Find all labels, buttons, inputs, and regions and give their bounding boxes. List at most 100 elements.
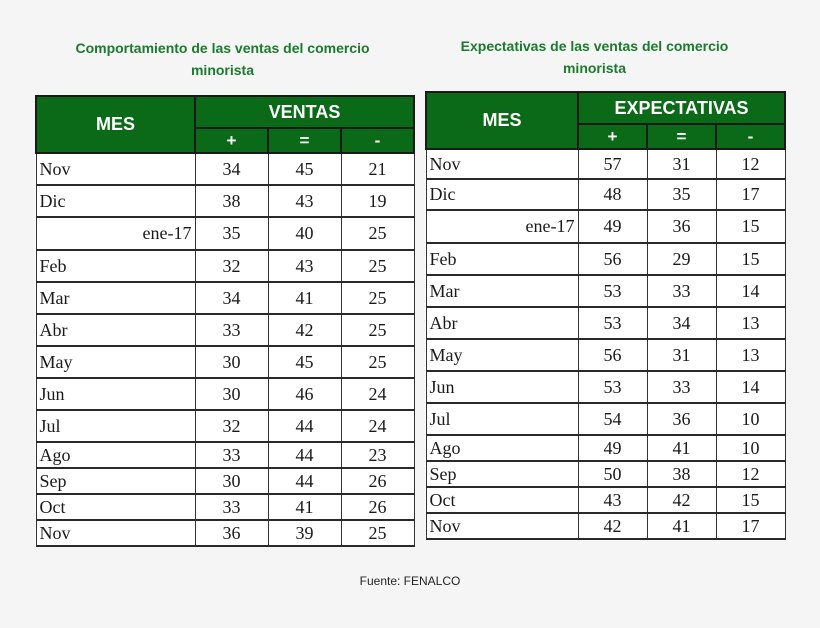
month-cell: Mar <box>35 282 196 315</box>
minus-value-cell: 17 <box>715 178 786 211</box>
source-footer: Fuente: FENALCO <box>359 574 461 588</box>
month-cell: Oct <box>35 494 196 521</box>
plus-value-cell: 53 <box>577 306 648 340</box>
minus-value-cell: 24 <box>340 377 415 411</box>
table-row: Nov 34 45 21 <box>35 152 415 186</box>
equal-value-cell: 46 <box>267 377 342 411</box>
month-cell: Nov <box>425 149 579 180</box>
month-cell: May <box>35 346 196 379</box>
month-cell: Jun <box>425 371 579 404</box>
table-row: Abr 53 34 13 <box>425 306 786 340</box>
plus-value-cell: 33 <box>194 313 269 347</box>
table-row: Mar 53 33 14 <box>425 274 786 308</box>
plus-value-cell: 56 <box>577 242 648 276</box>
equal-value-cell: 41 <box>267 493 342 521</box>
equal-value-cell: 44 <box>267 409 342 443</box>
month-cell: Mar <box>425 275 579 308</box>
minus-value-cell: 15 <box>715 486 786 514</box>
plus-value-cell: 33 <box>194 441 269 469</box>
equal-value-cell: 44 <box>267 467 342 495</box>
table-row: Feb 56 29 15 <box>425 242 786 276</box>
table-row: Sep 30 44 26 <box>35 467 415 495</box>
ventas-table: MES VENTAS + = - Nov 34 45 21 Dic 38 43 19 ene-1… <box>35 95 415 547</box>
minus-value-cell: 15 <box>715 209 786 244</box>
minus-value-cell: 25 <box>340 281 415 315</box>
minus-value-cell: 15 <box>715 242 786 276</box>
minus-value-cell: 25 <box>340 249 415 283</box>
plus-value-cell: 57 <box>577 148 648 180</box>
equal-value-cell: 36 <box>646 209 717 244</box>
ventas-header: VENTAS <box>194 95 415 129</box>
plus-value-cell: 49 <box>577 434 648 462</box>
table-row: Dic 48 35 17 <box>425 178 786 211</box>
equal-header: = <box>646 123 717 150</box>
plus-value-cell: 38 <box>194 184 269 218</box>
plus-value-cell: 30 <box>194 467 269 495</box>
plus-value-cell: 50 <box>577 460 648 488</box>
minus-value-cell: 25 <box>340 216 415 251</box>
minus-value-cell: 12 <box>715 148 786 180</box>
plus-header: + <box>577 123 648 150</box>
plus-value-cell: 43 <box>577 486 648 514</box>
table-row: Nov 57 31 12 <box>425 148 786 180</box>
plus-value-cell: 30 <box>194 345 269 379</box>
minus-value-cell: 19 <box>340 184 415 218</box>
plus-value-cell: 48 <box>577 178 648 211</box>
month-cell: Dic <box>425 179 579 211</box>
minus-value-cell: 10 <box>715 434 786 462</box>
month-cell: Feb <box>425 243 579 276</box>
plus-value-cell: 42 <box>577 512 648 540</box>
month-cell: Dic <box>35 185 196 218</box>
month-cell: Sep <box>425 461 579 488</box>
month-cell: Abr <box>35 314 196 347</box>
equal-value-cell: 43 <box>267 184 342 218</box>
month-cell: Nov <box>35 520 196 547</box>
equal-value-cell: 34 <box>646 306 717 340</box>
month-cell: Feb <box>35 250 196 283</box>
minus-value-cell: 24 <box>340 409 415 443</box>
equal-value-cell: 35 <box>646 178 717 211</box>
plus-header: + <box>194 127 269 154</box>
expectativas-header: EXPECTATIVAS <box>576 91 787 125</box>
equal-value-cell: 38 <box>646 460 717 488</box>
equal-value-cell: 33 <box>646 370 717 404</box>
month-cell: Sep <box>35 468 196 495</box>
expectativas-table: MES EXPECTATIVAS + = - Nov 57 31 12 Dic 48 35 1… <box>425 91 787 540</box>
table-row: ene-17 35 40 25 <box>35 216 415 251</box>
equal-value-cell: 36 <box>646 402 717 436</box>
month-cell: Jun <box>35 378 196 411</box>
month-cell: ene-17 <box>425 210 579 244</box>
table-row: Ago 49 41 10 <box>425 434 786 462</box>
equal-header: = <box>267 127 342 154</box>
equal-value-cell: 45 <box>267 345 342 379</box>
minus-value-cell: 26 <box>340 467 415 495</box>
minus-value-cell: 14 <box>715 370 786 404</box>
month-cell: Oct <box>425 487 579 514</box>
equal-value-cell: 40 <box>267 216 342 251</box>
table-row: Abr 33 42 25 <box>35 313 415 347</box>
minus-value-cell: 13 <box>715 306 786 340</box>
plus-value-cell: 30 <box>194 377 269 411</box>
month-cell: Jul <box>35 410 196 443</box>
table-row: Oct 43 42 15 <box>425 486 786 514</box>
table-row: Jun 30 46 24 <box>35 377 415 411</box>
equal-value-cell: 42 <box>646 486 717 514</box>
table-row: Dic 38 43 19 <box>35 184 415 218</box>
equal-value-cell: 31 <box>646 148 717 180</box>
mes-header: MES <box>425 91 579 150</box>
table-row: Jul 54 36 10 <box>425 402 786 436</box>
equal-value-cell: 43 <box>267 249 342 283</box>
equal-value-cell: 45 <box>267 152 342 186</box>
equal-value-cell: 33 <box>646 274 717 308</box>
month-cell: Nov <box>35 153 196 186</box>
table-row: Ago 33 44 23 <box>35 441 415 469</box>
minus-value-cell: 14 <box>715 274 786 308</box>
minus-value-cell: 21 <box>340 152 415 186</box>
minus-value-cell: 25 <box>340 345 415 379</box>
plus-value-cell: 35 <box>194 216 269 251</box>
equal-value-cell: 41 <box>646 434 717 462</box>
minus-value-cell: 25 <box>340 519 415 547</box>
month-cell: Ago <box>425 435 579 462</box>
month-cell: Abr <box>425 307 579 340</box>
table-row: Nov 42 41 17 <box>425 512 786 540</box>
